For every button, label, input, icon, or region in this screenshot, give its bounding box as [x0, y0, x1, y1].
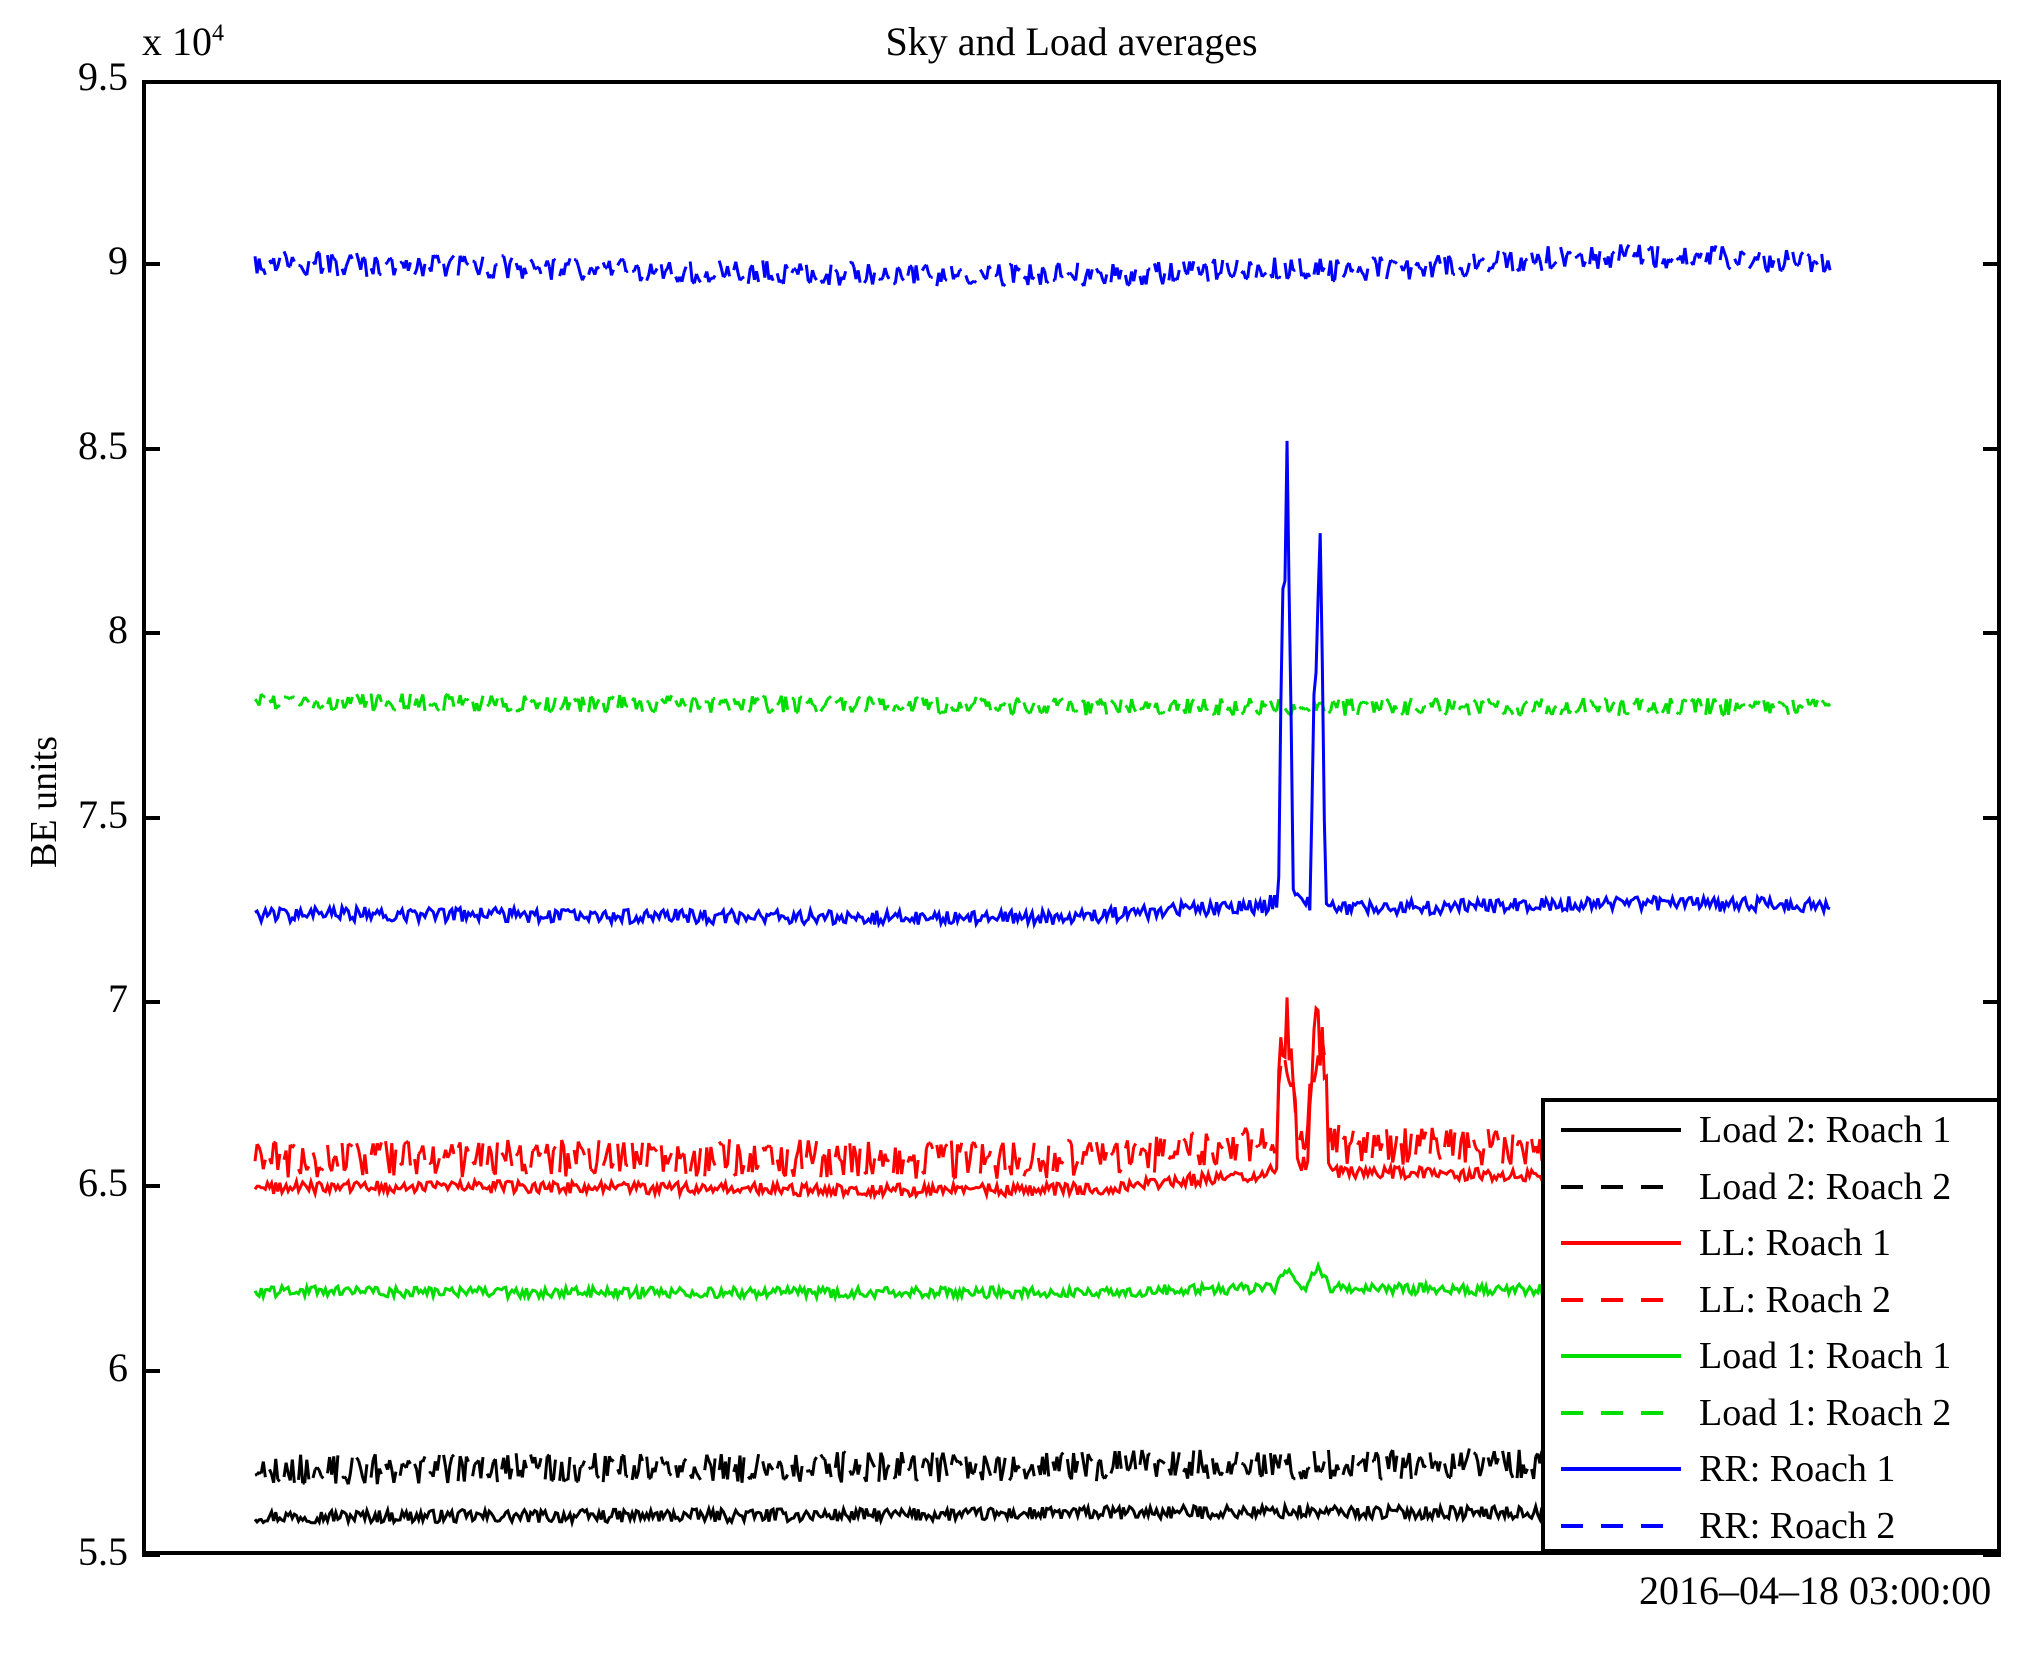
y-tick-label: 9: [108, 238, 128, 284]
legend-swatch-dashed-icon: [1559, 1174, 1683, 1200]
legend-swatch-dashed-icon: [1559, 1287, 1683, 1313]
legend-item[interactable]: Load 2: Roach 1: [1545, 1102, 1997, 1159]
legend-item[interactable]: RR: Roach 2: [1545, 1498, 1997, 1555]
legend-item[interactable]: Load 1: Roach 2: [1545, 1385, 1997, 1442]
series-line: [253, 244, 1832, 288]
y-tick-mark: [142, 262, 160, 267]
y-tick-mark: [142, 999, 160, 1004]
y-axis-multiplier-text: x 10: [142, 19, 212, 64]
legend-swatch-solid-icon: [1559, 1230, 1683, 1256]
legend-item[interactable]: LL: Roach 1: [1545, 1215, 1997, 1272]
y-axis-multiplier-exponent: 4: [212, 20, 224, 47]
legend-item[interactable]: LL: Roach 2: [1545, 1272, 1997, 1329]
y-tick-label: 7: [108, 975, 128, 1021]
x-tick-label: 2016–04–18 03:00:00: [1638, 1568, 1992, 1613]
legend-label: Load 1: Roach 1: [1699, 1335, 1952, 1378]
y-tick-mark: [1983, 446, 2001, 451]
y-tick-label: 6: [108, 1344, 128, 1390]
y-tick-mark: [142, 1553, 160, 1557]
y-tick-mark: [1983, 999, 2001, 1004]
series-line: [254, 440, 1831, 930]
y-tick-mark: [142, 1368, 160, 1373]
y-tick-mark: [142, 446, 160, 451]
y-tick-mark: [142, 1184, 160, 1189]
legend-label: RR: Roach 1: [1699, 1448, 1896, 1491]
legend-label: Load 2: Roach 1: [1699, 1109, 1952, 1152]
y-tick-mark: [1983, 262, 2001, 267]
y-tick-label: 8: [108, 607, 128, 653]
legend-item[interactable]: Load 2: Roach 2: [1545, 1159, 1997, 1216]
legend-label: Load 2: Roach 2: [1699, 1165, 1952, 1208]
legend-label: LL: Roach 2: [1699, 1278, 1892, 1321]
y-tick-mark: [142, 631, 160, 636]
legend-swatch-dashed-icon: [1559, 1513, 1683, 1539]
legend-label: LL: Roach 1: [1699, 1222, 1892, 1265]
legend-swatch-solid-icon: [1559, 1456, 1683, 1482]
legend-swatch-solid-icon: [1559, 1343, 1683, 1369]
y-tick-label: 8.5: [78, 422, 128, 468]
y-tick-label: 5.5: [78, 1529, 128, 1574]
y-tick-label: 9.5: [78, 54, 128, 99]
y-tick-mark: [142, 815, 160, 820]
chart-title: Sky and Load averages: [885, 19, 1258, 64]
legend-item[interactable]: RR: Roach 1: [1545, 1441, 1997, 1498]
legend-label: RR: Roach 2: [1699, 1504, 1896, 1547]
legend: Load 2: Roach 1 Load 2: Roach 2 LL: Roach …: [1541, 1098, 2001, 1553]
series-line: [253, 692, 1832, 717]
y-tick-label: 7.5: [78, 791, 128, 837]
legend-label: Load 1: Roach 2: [1699, 1391, 1952, 1434]
y-axis-multiplier: x 104: [142, 18, 224, 65]
y-tick-mark: [1983, 815, 2001, 820]
y-tick-mark: [1983, 631, 2001, 636]
legend-swatch-solid-icon: [1559, 1117, 1683, 1143]
legend-item[interactable]: Load 1: Roach 1: [1545, 1328, 1997, 1385]
legend-rows: Load 2: Roach 1 Load 2: Roach 2 LL: Roach …: [1545, 1102, 1997, 1554]
y-tick-mark: [1983, 1553, 2001, 1557]
y-tick-label: 6.5: [78, 1160, 128, 1206]
legend-swatch-dashed-icon: [1559, 1400, 1683, 1426]
